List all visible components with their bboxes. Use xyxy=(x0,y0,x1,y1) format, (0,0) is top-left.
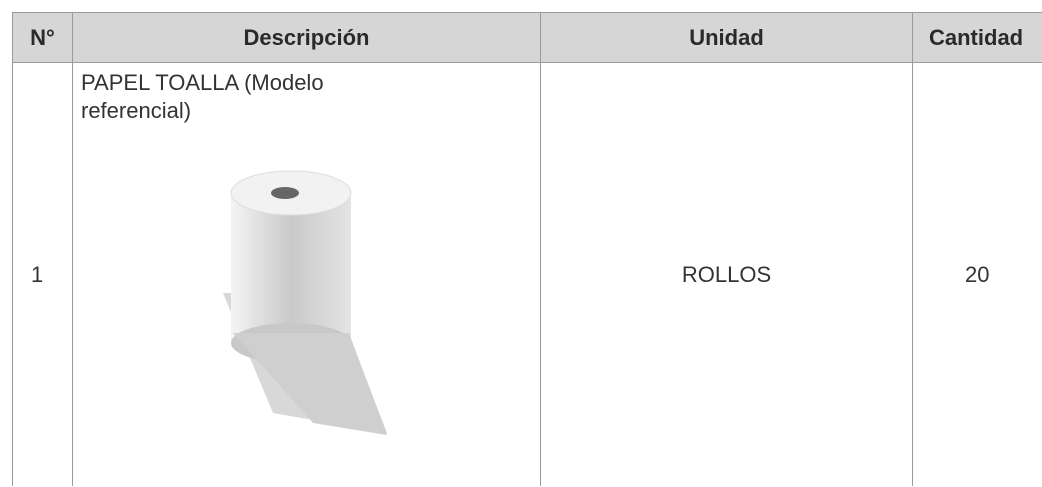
row-number: 1 xyxy=(12,62,72,486)
header-cell: Unidad xyxy=(540,12,912,62)
description-text: PAPEL TOALLA (Modelo referencial) xyxy=(81,70,324,123)
product-image xyxy=(223,170,387,435)
unit-cell: ROLLOS xyxy=(540,62,912,486)
quantity-cell: 20 xyxy=(912,62,1042,486)
header-cell: Descripción xyxy=(72,12,540,62)
header-cell: Cantidad xyxy=(912,12,1042,62)
header-cell: N° xyxy=(12,12,72,62)
description-cell: PAPEL TOALLA (Modelo referencial) xyxy=(72,62,540,486)
